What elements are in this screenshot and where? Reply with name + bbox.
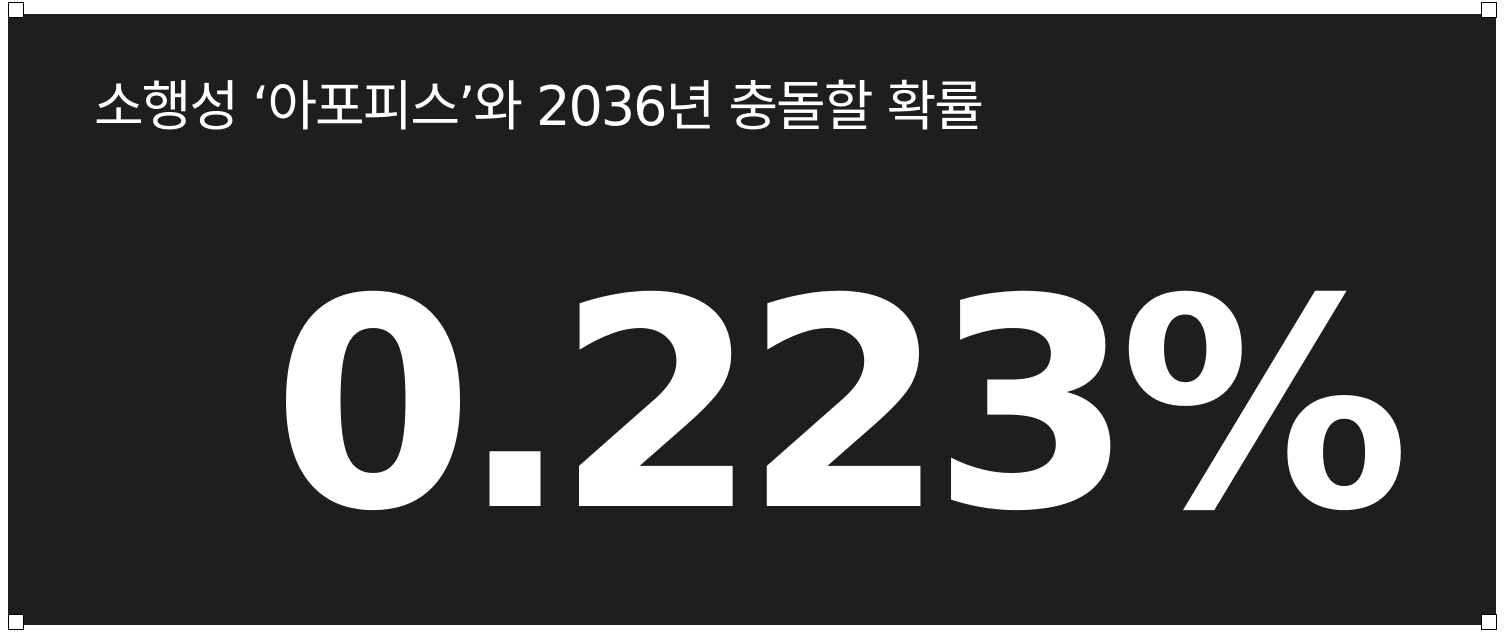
resize-handle-bottom-left[interactable]	[8, 614, 24, 630]
resize-handle-top-right[interactable]	[1481, 2, 1497, 18]
stat-card[interactable]: 소행성 ‘아포피스’와 2036년 충돌할 확률 0.223%	[8, 14, 1496, 625]
resize-handle-bottom-right[interactable]	[1481, 614, 1497, 630]
card-headline: 소행성 ‘아포피스’와 2036년 충돌할 확률	[94, 75, 984, 138]
resize-handle-top-left[interactable]	[8, 2, 24, 18]
probability-value: 0.223%	[272, 238, 1410, 575]
